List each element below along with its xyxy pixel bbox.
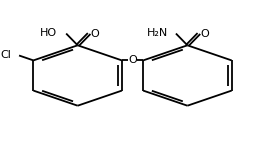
Text: Cl: Cl	[1, 50, 11, 61]
Text: O: O	[128, 55, 137, 65]
Text: H₂N: H₂N	[147, 28, 168, 38]
Text: HO: HO	[40, 28, 57, 38]
Text: O: O	[90, 29, 99, 39]
Text: O: O	[200, 29, 209, 39]
